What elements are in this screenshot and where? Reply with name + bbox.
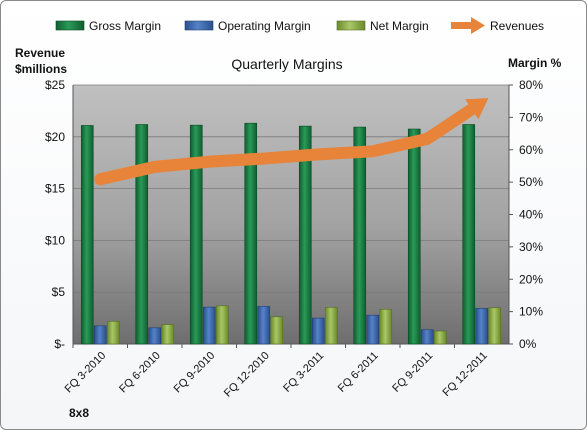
revenue-point-fq-3-2010 <box>99 178 101 180</box>
x-tick-label: FQ 12-2011 <box>440 350 489 399</box>
legend-swatch-gross-margin <box>55 20 85 31</box>
bar-net-margin-fq-6-2010 <box>161 324 175 345</box>
legend-arrow-revenues <box>451 17 485 34</box>
x-tick-label: FQ 9-2011 <box>390 350 435 395</box>
legend-item-net-margin: Net Margin <box>336 19 429 33</box>
revenue-point-fq-9-2011 <box>426 138 428 140</box>
y-right-tick-label: 0% <box>519 337 537 351</box>
legend-swatch-operating-margin <box>184 20 214 31</box>
bar-operating-margin-fq-3-2011 <box>311 317 325 345</box>
bar-net-margin-fq-9-2011 <box>433 330 447 345</box>
y-right-tick-label: 30% <box>519 240 543 254</box>
bars <box>80 122 502 345</box>
y-left-title-line2: $millions <box>15 62 67 76</box>
bar-net-margin-fq-6-2011 <box>379 309 393 345</box>
revenue-point-fq-3-2011 <box>317 153 319 155</box>
y-left-tick-label: $5 <box>52 285 66 299</box>
revenue-point-fq-12-2010 <box>263 158 265 160</box>
chart-title: Quarterly Margins <box>231 56 342 72</box>
revenue-point-fq-9-2010 <box>208 161 210 163</box>
y-right-tick-label: 70% <box>519 110 543 124</box>
x-tick-label: FQ 6-2011 <box>336 350 381 395</box>
y-right-tick-label: 40% <box>519 208 543 222</box>
legend-swatch-net-margin <box>336 20 366 31</box>
bar-operating-margin-fq-12-2010 <box>257 306 271 345</box>
right-axis: 0% 10% 20% 30% 40% 50% 60% 70% 80% <box>508 78 543 351</box>
company-label: 8x8 <box>69 406 89 420</box>
revenue-point-fq-6-2010 <box>154 166 156 168</box>
y-left-tick-label: $- <box>54 337 65 351</box>
legend: Gross Margin Operating Margin Net Margin… <box>55 17 544 34</box>
bar-gross-margin-fq-3-2011 <box>298 125 312 345</box>
legend-label-gross-margin: Gross Margin <box>89 19 161 33</box>
y-right-tick-label: 80% <box>519 78 543 92</box>
bar-net-margin-fq-12-2010 <box>270 316 284 345</box>
bar-operating-margin-fq-6-2010 <box>148 327 162 345</box>
bar-net-margin-fq-12-2011 <box>488 307 502 345</box>
bar-operating-margin-fq-6-2011 <box>366 314 380 345</box>
bar-gross-margin-fq-12-2011 <box>462 124 476 345</box>
bar-gross-margin-fq-12-2010 <box>244 122 258 345</box>
y-right-tick-label: 20% <box>519 272 543 286</box>
y-right-title: Margin % <box>508 56 562 70</box>
y-left-title-line1: Revenue <box>15 46 65 60</box>
legend-label-operating-margin: Operating Margin <box>218 19 311 33</box>
bar-gross-margin-fq-9-2010 <box>189 124 203 345</box>
y-right-tick-label: 60% <box>519 143 543 157</box>
bar-gross-margin-fq-6-2011 <box>353 126 367 345</box>
y-right-tick-label: 10% <box>519 305 543 319</box>
bar-net-margin-fq-3-2011 <box>324 307 338 345</box>
bar-operating-margin-fq-9-2010 <box>202 306 216 345</box>
legend-item-revenues: Revenues <box>451 17 544 34</box>
revenue-arrowhead <box>465 98 489 120</box>
x-tick-label: FQ 3-2011 <box>281 350 326 395</box>
revenue-line <box>94 98 489 186</box>
bar-net-margin-fq-3-2010 <box>106 321 120 345</box>
x-tick-label: FQ 9-2010 <box>172 350 218 396</box>
bar-operating-margin-fq-9-2011 <box>420 329 434 345</box>
bar-gross-margin-fq-9-2011 <box>407 128 421 345</box>
y-left-tick-label: $25 <box>45 78 65 92</box>
bar-gross-margin-fq-6-2010 <box>135 124 149 345</box>
bar-operating-margin-fq-3-2010 <box>93 325 107 345</box>
y-left-tick-label: $10 <box>45 233 65 247</box>
y-right-tick-label: 50% <box>519 175 543 189</box>
revenue-line-path <box>94 103 478 186</box>
legend-label-net-margin: Net Margin <box>370 19 429 33</box>
x-tick-label: FQ 6-2010 <box>117 350 163 396</box>
legend-label-revenues: Revenues <box>490 19 544 33</box>
x-tick-label: FQ 3-2010 <box>63 350 109 396</box>
bar-operating-margin-fq-12-2011 <box>475 308 489 345</box>
revenue-point-fq-12-2011 <box>481 102 483 104</box>
legend-item-gross-margin: Gross Margin <box>55 19 161 33</box>
x-axis: FQ 3-2010 FQ 6-2010 FQ 9-2010 FQ 12-2010 FQ … <box>63 344 490 400</box>
legend-item-operating-margin: Operating Margin <box>184 19 311 33</box>
bar-net-margin-fq-9-2010 <box>215 305 229 345</box>
left-axis: $- $5 $10 $15 $20 $25 <box>45 78 74 351</box>
y-left-tick-label: $20 <box>45 130 65 144</box>
y-left-tick-label: $15 <box>45 182 65 196</box>
x-tick-label: FQ 12-2010 <box>222 350 272 400</box>
revenue-point-fq-6-2011 <box>372 150 374 152</box>
bar-gross-margin-fq-3-2010 <box>80 125 94 345</box>
